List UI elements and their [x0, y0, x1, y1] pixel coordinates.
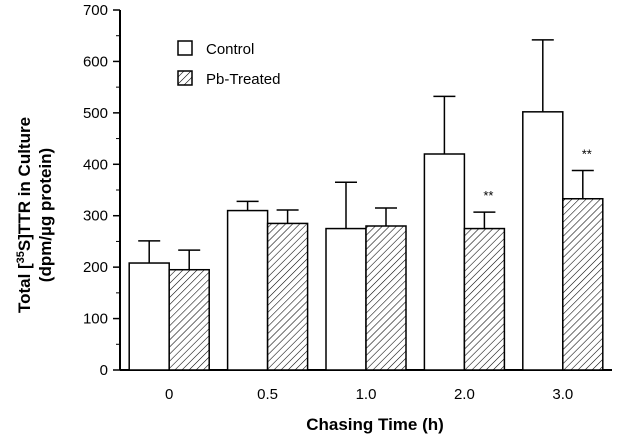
y-tick-label-0: 0 [100, 362, 108, 379]
bar-control [128, 262, 170, 371]
legend: Control Pb-Treated [177, 40, 280, 88]
significance-marker: ** [582, 146, 592, 161]
bar-control [423, 153, 466, 371]
bar-control [522, 111, 564, 371]
legend-label-pb-treated: Pb-Treated [206, 71, 280, 88]
bar-pb-treated [168, 268, 210, 371]
y-tick-label-100: 100 [83, 311, 108, 328]
x-tick-label: 0 [165, 386, 173, 403]
y-tick-label-500: 500 [83, 105, 108, 122]
y-tick-label-700: 700 [83, 2, 108, 19]
x-axis-title: Chasing Time (h) [306, 415, 444, 434]
bar-pb-treated [562, 197, 604, 371]
x-tick-label: 3.0 [552, 386, 573, 403]
legend-label-control: Control [206, 41, 254, 58]
legend-swatch-control [177, 40, 193, 56]
legend-swatch-pb-treated [177, 70, 193, 86]
y-tick-label-300: 300 [83, 208, 108, 225]
y-axis-title-line2: (dpm/µg protein) [36, 148, 55, 282]
x-tick-label: 2.0 [454, 386, 475, 403]
bar-control [325, 227, 367, 371]
y-tick-label-600: 600 [83, 53, 108, 70]
significance-marker: ** [483, 188, 493, 203]
x-tick-label: 0.5 [257, 386, 278, 403]
bar-pb-treated [266, 222, 309, 371]
plot-area: 0 100 200 300 400 500 600 700 0 0.5 1.0 2.0 3.0 ** ** [83, 2, 612, 403]
x-tick-label: 1.0 [356, 386, 377, 403]
y-tick-label-200: 200 [83, 259, 108, 276]
bar-pb-treated [365, 225, 407, 371]
bar-pb-treated [463, 227, 506, 371]
y-tick-label-400: 400 [83, 156, 108, 173]
y-axis-title-line1: Total [35S]TTR in Culture [15, 117, 34, 313]
bar-control [226, 209, 269, 371]
